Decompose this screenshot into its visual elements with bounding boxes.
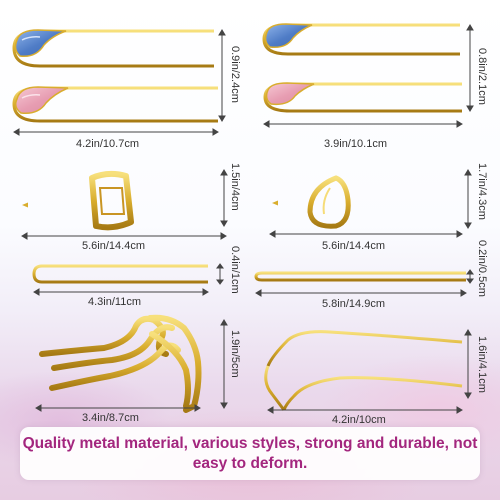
dimension-arrows-row1 — [13, 24, 474, 136]
narrow-u-pin — [32, 264, 208, 284]
pink-enamel-accent — [14, 86, 69, 115]
row2-left-height-label: 1.5in/4cm — [229, 163, 241, 211]
blue-enamel-u-pin-small — [262, 23, 460, 56]
blue-enamel-u-pin — [12, 29, 214, 68]
blue-enamel-accent — [14, 29, 67, 58]
row4-left-width-label: 3.4in/8.7cm — [82, 412, 139, 424]
row1-right-height-label: 0.8in/2.1cm — [476, 48, 488, 105]
pink-enamel-accent-small — [265, 82, 315, 106]
dimension-arrows-row3 — [33, 263, 474, 297]
pink-enamel-u-pin-small — [263, 82, 462, 113]
wavy-three-prong-pin — [39, 314, 202, 413]
thin-u-pin — [254, 271, 466, 282]
row3-right-width-label: 5.8in/14.9cm — [322, 298, 385, 310]
row2-right-height-label: 1.7in/4.3cm — [476, 163, 488, 220]
row2-right-width-label: 5.6in/14.4cm — [322, 240, 385, 252]
row2-left-width-label: 5.6in/14.4cm — [82, 240, 145, 252]
row4-right-height-label: 1.6in/4.1cm — [476, 336, 488, 393]
blue-enamel-accent-small — [264, 23, 313, 49]
row1-left-width-label: 4.2in/10.7cm — [76, 138, 139, 150]
feature-banner-text: Quality metal material, various styles, … — [22, 435, 478, 472]
square-barrette-stick — [22, 170, 226, 231]
row1-left-height-label: 0.9in/2.4cm — [229, 46, 241, 103]
curved-u-pin — [264, 330, 463, 411]
oval-barrette-stick — [272, 175, 462, 229]
row3-right-height-label: 0.2in/0.5cm — [476, 240, 488, 297]
feature-banner: Quality metal material, various styles, … — [20, 427, 480, 480]
row1-right-width-label: 3.9in/10.1cm — [324, 138, 387, 150]
dimension-arrows-row4 — [35, 319, 472, 414]
dimension-arrows-row2 — [21, 169, 472, 240]
pink-enamel-u-pin — [12, 86, 218, 123]
row3-left-height-label: 0.4in/1cm — [229, 246, 241, 294]
row4-left-height-label: 1.9in/5cm — [229, 330, 241, 378]
row4-right-width-label: 4.2in/10cm — [332, 414, 386, 426]
row3-left-width-label: 4.3in/11cm — [88, 296, 141, 308]
